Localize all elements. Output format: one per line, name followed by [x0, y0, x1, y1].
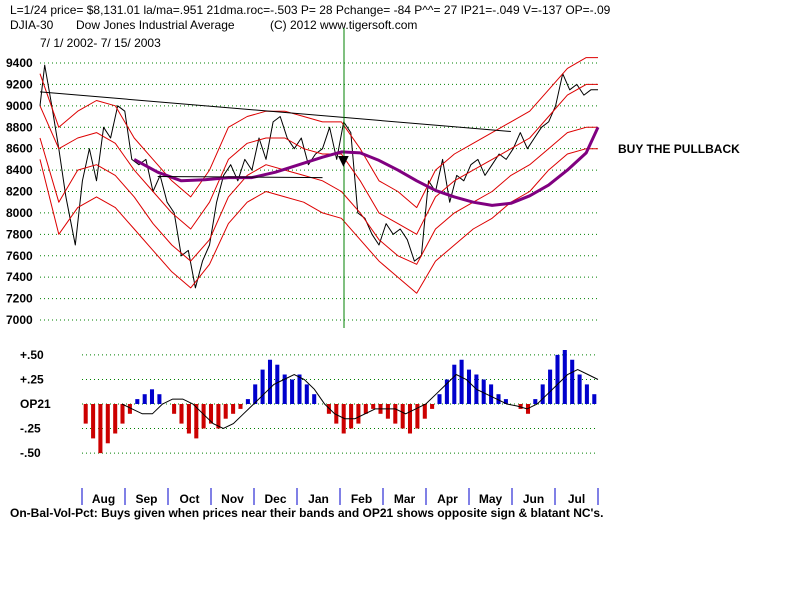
down-arrow-icon: ▼: [338, 153, 349, 169]
month-label: Aug: [92, 492, 115, 506]
month-label: May: [479, 492, 503, 506]
oscillator-signal-line: [121, 369, 599, 430]
oscillator-y-tick: -.25: [20, 422, 41, 436]
series-inner-lower-band: [39, 126, 598, 265]
month-label: Jul: [568, 492, 585, 506]
price-y-tick: 8000: [6, 206, 33, 220]
symbol-label: DJIA-30: [10, 18, 54, 32]
series-trendline: [39, 91, 511, 132]
oscillator-y-axis: +.50 +.25 OP21 -.25 -.50: [20, 348, 51, 460]
price-y-axis: 9400 9200 9000 8800 8600 8400 8200 8000 7800 7600…: [6, 56, 33, 327]
month-label: Jun: [523, 492, 544, 506]
price-y-tick: 8400: [6, 163, 33, 177]
series-lower-band: [39, 148, 598, 294]
price-y-tick: 9400: [6, 56, 33, 70]
price-y-tick: 9200: [6, 77, 33, 91]
price-gridlines: [40, 62, 598, 321]
month-label: Mar: [394, 492, 416, 506]
price-y-tick: 8800: [6, 120, 33, 134]
buy-the-pullback-annotation: BUY THE PULLBACK: [618, 142, 740, 156]
price-series-group: [39, 57, 600, 294]
copyright-label: (C) 2012 www.tigersoft.com: [270, 18, 417, 32]
price-y-tick: 7800: [6, 227, 33, 241]
oscillator-bars: [83, 350, 597, 454]
price-y-tick: 7400: [6, 270, 33, 284]
price-y-tick: 8200: [6, 185, 33, 199]
price-y-tick: 9000: [6, 99, 33, 113]
month-axis: Aug Sep Oct Nov Dec Jan Feb Mar Apr May Jun Jul: [81, 488, 599, 506]
oscillator-y-tick: +.50: [20, 348, 44, 362]
month-label: Nov: [221, 492, 244, 506]
month-label: Sep: [135, 492, 157, 506]
month-label: Jan: [308, 492, 329, 506]
month-label: Apr: [437, 492, 458, 506]
oscillator-y-tick: +.25: [20, 372, 44, 386]
price-y-tick: 7600: [6, 249, 33, 263]
index-name: Dow Jones Industrial Average: [76, 18, 235, 32]
date-range-label: 7/ 1/ 2002- 7/ 15/ 2003: [40, 36, 161, 50]
price-y-tick: 7000: [6, 313, 33, 327]
price-y-tick: 7200: [6, 292, 33, 306]
month-label: Feb: [351, 492, 372, 506]
series-support-line: [157, 176, 323, 179]
series-djia-close: [39, 64, 598, 289]
footer-note: On-Bal-Vol-Pct: Buys given when prices n…: [10, 506, 603, 520]
oscillator-signal-group: [121, 369, 599, 430]
price-y-tick: 8600: [6, 142, 33, 156]
header-stats-line: L=1/24 price= $8,131.01 la/ma=.951 21dma…: [10, 3, 611, 17]
series-moving-average: [133, 126, 600, 207]
oscillator-y-tick: -.50: [20, 446, 41, 460]
series-inner-upper-band: [39, 83, 598, 235]
month-label: Oct: [179, 492, 199, 506]
month-label: Dec: [264, 492, 286, 506]
series-upper-band: [39, 57, 598, 209]
oscillator-y-tick: OP21: [20, 397, 51, 411]
